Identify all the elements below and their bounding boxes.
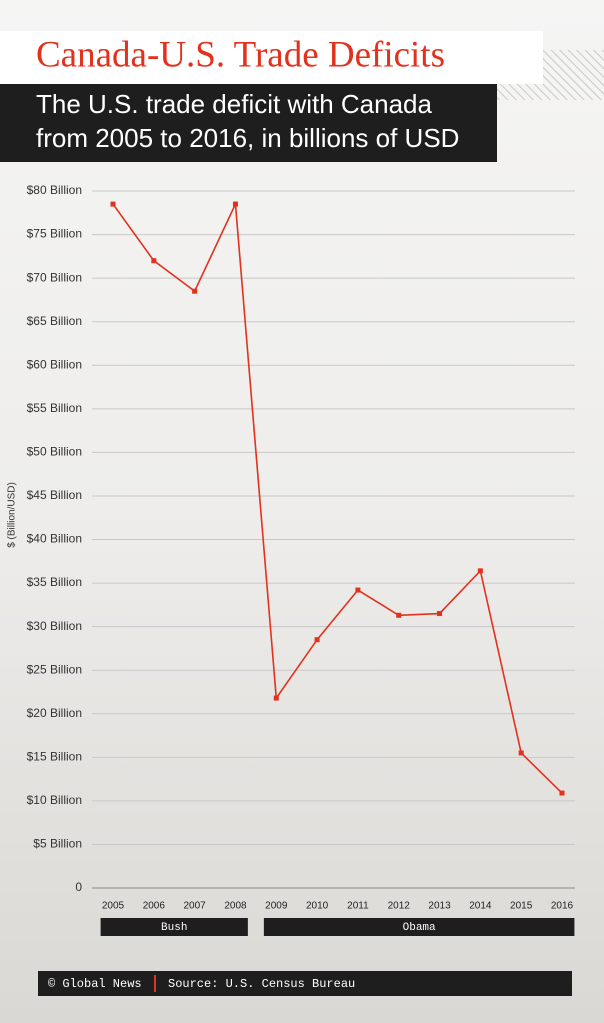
point [314,637,320,643]
point [192,288,198,294]
x-tick-label: 2005 [102,901,125,912]
x-tick-label: 2007 [184,901,207,912]
point [232,201,238,207]
y-tick-label: $20 Billion [27,706,82,720]
point [518,750,524,756]
y-tick-label: $70 Billion [27,270,82,284]
footer-band [38,971,572,996]
x-tick-label: 2014 [469,901,492,912]
credit: © Global News [48,977,142,991]
y-tick-label: $30 Billion [27,619,82,633]
x-tick-label: 2010 [306,901,329,912]
group-band [100,918,248,936]
y-tick-label: $80 Billion [27,183,82,197]
y-tick-label: $45 Billion [27,488,82,502]
y-tick-label: $55 Billion [27,401,82,415]
y-axis-label: $ (Billion/USD) [7,482,18,548]
x-tick-label: 2016 [551,901,574,912]
point [396,612,402,618]
x-tick-label: 2015 [510,901,533,912]
y-tick-label: $15 Billion [27,749,82,763]
source: Source: U.S. Census Bureau [168,977,355,991]
x-tick-label: 2008 [224,901,247,912]
group-label: Bush [161,922,187,934]
point [559,790,565,796]
y-tick-label: $35 Billion [27,575,82,589]
group-band [263,918,575,936]
point [437,611,443,617]
line [112,201,563,794]
subtitle-band [0,84,497,162]
y-tick-label: $65 Billion [27,314,82,328]
y-tick-label: $5 Billion [33,837,82,851]
chart-title: Canada-U.S. Trade Deficits [36,34,445,75]
y-tick-label: $10 Billion [27,793,82,807]
x-tick-label: 2006 [143,901,166,912]
subtitle: from 2005 to 2016, in billions of USD [36,123,459,153]
point [477,568,483,574]
point [273,695,279,701]
title-band [0,31,543,84]
y-tick-label: $40 Billion [27,532,82,546]
x-tick-label: 2013 [428,901,451,912]
y-tick-label: $60 Billion [27,357,82,371]
x-tick-label: 2012 [388,901,411,912]
x-tick-label: 2011 [347,901,369,912]
y-tick-label: 0 [75,880,82,894]
group-label: Obama [403,922,436,934]
point [355,587,361,593]
y-tick-label: $75 Billion [27,227,82,241]
point [110,201,116,207]
x-tick-label: 2009 [265,901,288,912]
point [151,258,157,264]
y-tick-label: $25 Billion [27,662,82,676]
subtitle: The U.S. trade deficit with Canada [36,89,433,119]
y-tick-label: $50 Billion [27,445,82,459]
